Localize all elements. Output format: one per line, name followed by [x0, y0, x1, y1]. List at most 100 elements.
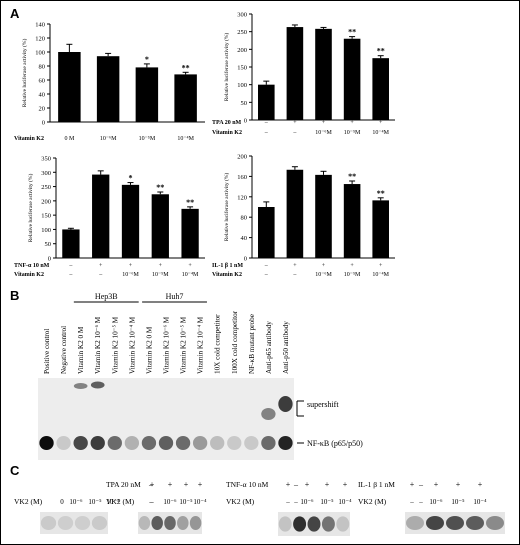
y-tick-label: 200 [237, 47, 247, 54]
vk2-value: 0 [60, 498, 64, 506]
nfkb-band [175, 436, 191, 450]
nfkb-band [56, 436, 71, 450]
blot-band [321, 516, 335, 532]
vk2-value: 10⁻⁵ [320, 498, 334, 506]
blot-band [466, 515, 484, 531]
lane-label: Negative control [60, 326, 68, 374]
condition-value: 10⁻⁴M [177, 136, 194, 142]
vk2-value: – [409, 498, 414, 506]
vk2-value: 10⁻⁵ [88, 498, 102, 506]
bar [58, 52, 81, 122]
blot-band [164, 515, 176, 531]
blot-band [177, 515, 189, 531]
condition-row-label: TNF-α 10 nM [14, 263, 50, 269]
smear-band [73, 383, 88, 389]
nfkb-band [227, 436, 242, 450]
significance-mark: ** [377, 189, 385, 198]
treatment-value: + [286, 480, 291, 489]
condition-value: – [292, 130, 297, 136]
emsa-gel-panel: Hep3B Huh7 Positive control Negative contro… [38, 292, 363, 460]
western-blot-2: TPA 20 nM –+ + + +VK2 (M) –– 10⁻⁶ 10⁻⁵ 10⁻⁴ [106, 480, 207, 534]
treatment-value: + [456, 480, 461, 489]
lane-label: Anti-p65 antibody [265, 321, 273, 374]
y-tick-label: 0 [244, 256, 247, 263]
blot-band [293, 516, 307, 532]
treatment-value: – [148, 480, 154, 489]
vk2-value: 10⁻⁶ [300, 498, 314, 506]
vk2-label: VK2 (M) [106, 497, 135, 506]
vk2-value: 10⁻⁴ [338, 498, 352, 506]
y-axis-label: Relative luciferase activity (%) [27, 174, 34, 243]
y-tick-label: 160 [237, 174, 247, 181]
band-label-nfkb: NF-κB (p65/p50) [307, 439, 363, 448]
smear-band [90, 381, 105, 389]
lane-label: Anti-p50 antibody [282, 321, 290, 374]
significance-mark: ** [156, 183, 164, 192]
y-tick-label: 250 [237, 29, 247, 36]
lane-label: Vitamin K2 10⁻⁶ M [163, 316, 171, 374]
condition-row-label: Vitamin K2 [14, 272, 44, 278]
blot-band [40, 515, 57, 531]
condition-value: + [293, 263, 297, 269]
condition-value: + [159, 263, 163, 269]
blot-band [486, 515, 504, 531]
condition-value: 10⁻⁵M [344, 130, 361, 136]
condition-row-label: Vitamin K2 [212, 272, 242, 278]
lane-label: 10X cold competitor [214, 314, 222, 374]
condition-value: + [293, 120, 297, 126]
condition-value: 0 M [64, 136, 75, 142]
condition-row-label: Vitamin K2 [212, 130, 242, 136]
bar [315, 28, 332, 121]
treatment-value: + [198, 480, 203, 489]
panel-a-letter: A [10, 6, 20, 21]
condition-value: – [264, 130, 269, 136]
y-tick-label: 200 [41, 198, 51, 205]
condition-row-label: IL-1 β 1 nM [212, 263, 243, 269]
bar [343, 184, 361, 258]
y-tick-label: 350 [41, 156, 51, 163]
treatment-value: + [184, 480, 189, 489]
y-tick-label: 60 [39, 78, 46, 85]
lane-label: NF-κB mutant probe [248, 314, 256, 374]
western-blot-3: TNF-α 10 nM –+ + + +VK2 (M) –– 10⁻⁶ 10⁻⁵ 10⁻⁴ [226, 480, 352, 536]
panel-b-letter: B [10, 288, 20, 303]
blot-band [138, 515, 151, 531]
bar [62, 229, 80, 258]
treatment-value: + [150, 480, 155, 489]
blot-band [91, 515, 108, 531]
bar [343, 38, 361, 120]
condition-value: – [98, 272, 103, 278]
bar [181, 208, 199, 258]
band-label-supershift: supershift [307, 400, 339, 409]
bar [372, 200, 389, 258]
blot-band [336, 516, 350, 532]
treatment-value: – [293, 480, 299, 489]
condition-value: – [264, 272, 269, 278]
condition-value: 10⁻⁴M [372, 272, 389, 278]
lane-label: Vitamin K2 10⁻⁵ M [111, 316, 119, 374]
treatment-value: – [418, 480, 424, 489]
bar [151, 194, 169, 258]
nfkb-band [244, 436, 259, 450]
vk2-value: – [418, 498, 423, 506]
bar [286, 27, 304, 120]
vk2-value: – [149, 498, 154, 506]
treatment-value: + [410, 480, 415, 489]
y-tick-label: 120 [35, 36, 45, 43]
lane-label: 100X cold competitor [231, 310, 239, 374]
supershift-band [261, 408, 276, 420]
y-tick-label: 300 [41, 170, 51, 177]
condition-value: + [322, 120, 326, 126]
condition-value: 10⁻⁵M [152, 272, 169, 278]
y-axis-label: Relative luciferase activity (%) [223, 173, 230, 242]
condition-value: – [264, 120, 269, 126]
significance-mark: ** [182, 63, 190, 72]
nfkb-band [73, 436, 88, 450]
blot-band [278, 516, 292, 532]
y-tick-label: 0 [42, 120, 45, 127]
vk2-label: VK2 (M) [226, 497, 255, 506]
vk2-value: 10⁻⁶ [429, 498, 443, 506]
bar [315, 174, 332, 258]
vk2-value: 10⁻⁶ [163, 498, 177, 506]
